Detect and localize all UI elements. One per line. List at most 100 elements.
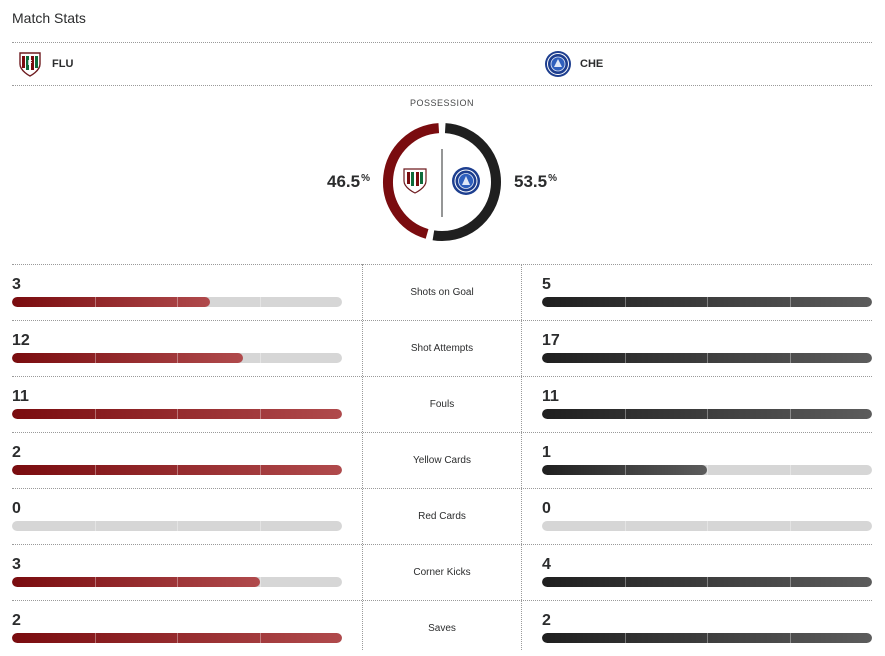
stat-row: 12 Shot Attempts 17 [12,320,872,376]
stat-label: Shot Attempts [410,343,474,354]
bar-segment-divider [624,353,626,363]
away-team-header: CHE [544,50,603,78]
away-stat-value: 2 [542,612,551,629]
bar-segment-divider [177,633,178,643]
bar-segment-divider [94,297,96,307]
away-stat-bar [542,633,872,643]
bar-segment-divider [707,521,708,531]
divider [12,544,872,545]
bar-segment-divider [624,633,626,643]
bar-segment-divider [259,633,261,643]
stat-row: 3 Shots on Goal 5 [12,264,872,320]
away-stat-bar [542,465,872,475]
bar-segment-divider [94,633,96,643]
home-possession-arc [383,123,440,239]
away-stat-bar [542,353,872,363]
stat-label: Fouls [429,399,455,410]
bar-segment-divider [259,409,261,419]
percent-sign: % [548,173,557,184]
away-stat-value: 5 [542,276,551,293]
stat-row: 11 Fouls 11 [12,376,872,432]
divider [12,376,872,377]
bar-segment-divider [624,297,626,307]
bar-segment-divider [94,465,96,475]
bar-segment-divider [789,633,791,643]
home-stat-bar [12,353,342,363]
stat-row: 2 Saves 2 [12,600,872,656]
bar-segment-divider [177,297,178,307]
divider [12,320,872,321]
away-stat-bar-fill [542,577,872,587]
away-possession-value: 53.5% [514,172,557,192]
fluminense-crest-icon: F [19,52,41,77]
away-stat-bar [542,409,872,419]
bar-segment-divider [177,409,178,419]
home-stat-bar-fill [12,465,342,475]
home-stat-value: 0 [12,500,21,517]
home-stat-bar [12,521,342,531]
possession-donut-chart [383,123,501,241]
stat-row: 3 Corner Kicks 4 [12,544,872,600]
bar-segment-divider [624,577,626,587]
home-stat-bar [12,409,342,419]
away-stat-value: 17 [542,332,560,349]
home-stat-bar-fill [12,297,210,307]
away-stat-bar-fill [542,633,872,643]
away-stat-bar-fill [542,409,872,419]
bar-segment-divider [177,353,178,363]
bar-segment-divider [624,465,626,475]
bar-segment-divider [789,353,791,363]
home-stat-bar-fill [12,633,342,643]
divider [12,85,872,86]
away-stat-bar-fill [542,465,707,475]
divider [12,264,872,265]
away-possession-arc [432,123,501,241]
home-stat-bar-fill [12,409,342,419]
divider [12,42,872,43]
section-title: Match Stats [12,10,86,26]
home-stat-bar-fill [12,577,260,587]
bar-segment-divider [707,409,708,419]
home-stat-value: 12 [12,332,30,349]
away-possession-number: 53.5 [514,172,548,191]
bar-segment-divider [94,353,96,363]
home-stat-value: 11 [12,388,29,405]
home-stat-value: 3 [12,276,21,293]
home-stat-bar-fill [12,353,243,363]
home-stat-bar [12,633,342,643]
bar-segment-divider [707,297,708,307]
away-stat-value: 0 [542,500,551,517]
home-stat-value: 2 [12,612,21,629]
bar-segment-divider [94,577,96,587]
away-stat-bar [542,521,872,531]
bar-segment-divider [94,409,96,419]
bar-segment-divider [94,521,96,531]
away-stat-bar [542,297,872,307]
away-stat-value: 1 [542,444,551,461]
stat-row: 0 Red Cards 0 [12,488,872,544]
bar-segment-divider [177,577,178,587]
column-divider [521,264,522,650]
home-stat-value: 3 [12,556,21,573]
bar-segment-divider [789,409,791,419]
possession-label: POSSESSION [409,98,475,108]
bar-segment-divider [707,353,708,363]
stat-label: Corner Kicks [413,567,471,578]
chelsea-crest-icon [545,51,571,77]
bar-segment-divider [707,633,708,643]
stat-label: Shots on Goal [410,287,474,298]
home-possession-number: 46.5 [327,172,361,191]
svg-text:F: F [28,60,33,67]
divider [12,600,872,601]
bar-segment-divider [259,353,261,363]
bar-segment-divider [177,465,178,475]
column-divider [362,264,363,650]
bar-segment-divider [259,577,261,587]
home-stat-bar [12,297,342,307]
bar-segment-divider [789,521,791,531]
chelsea-crest-icon [452,167,480,195]
stat-label: Saves [428,623,456,634]
bar-segment-divider [789,297,791,307]
home-stat-bar [12,577,342,587]
divider [12,488,872,489]
